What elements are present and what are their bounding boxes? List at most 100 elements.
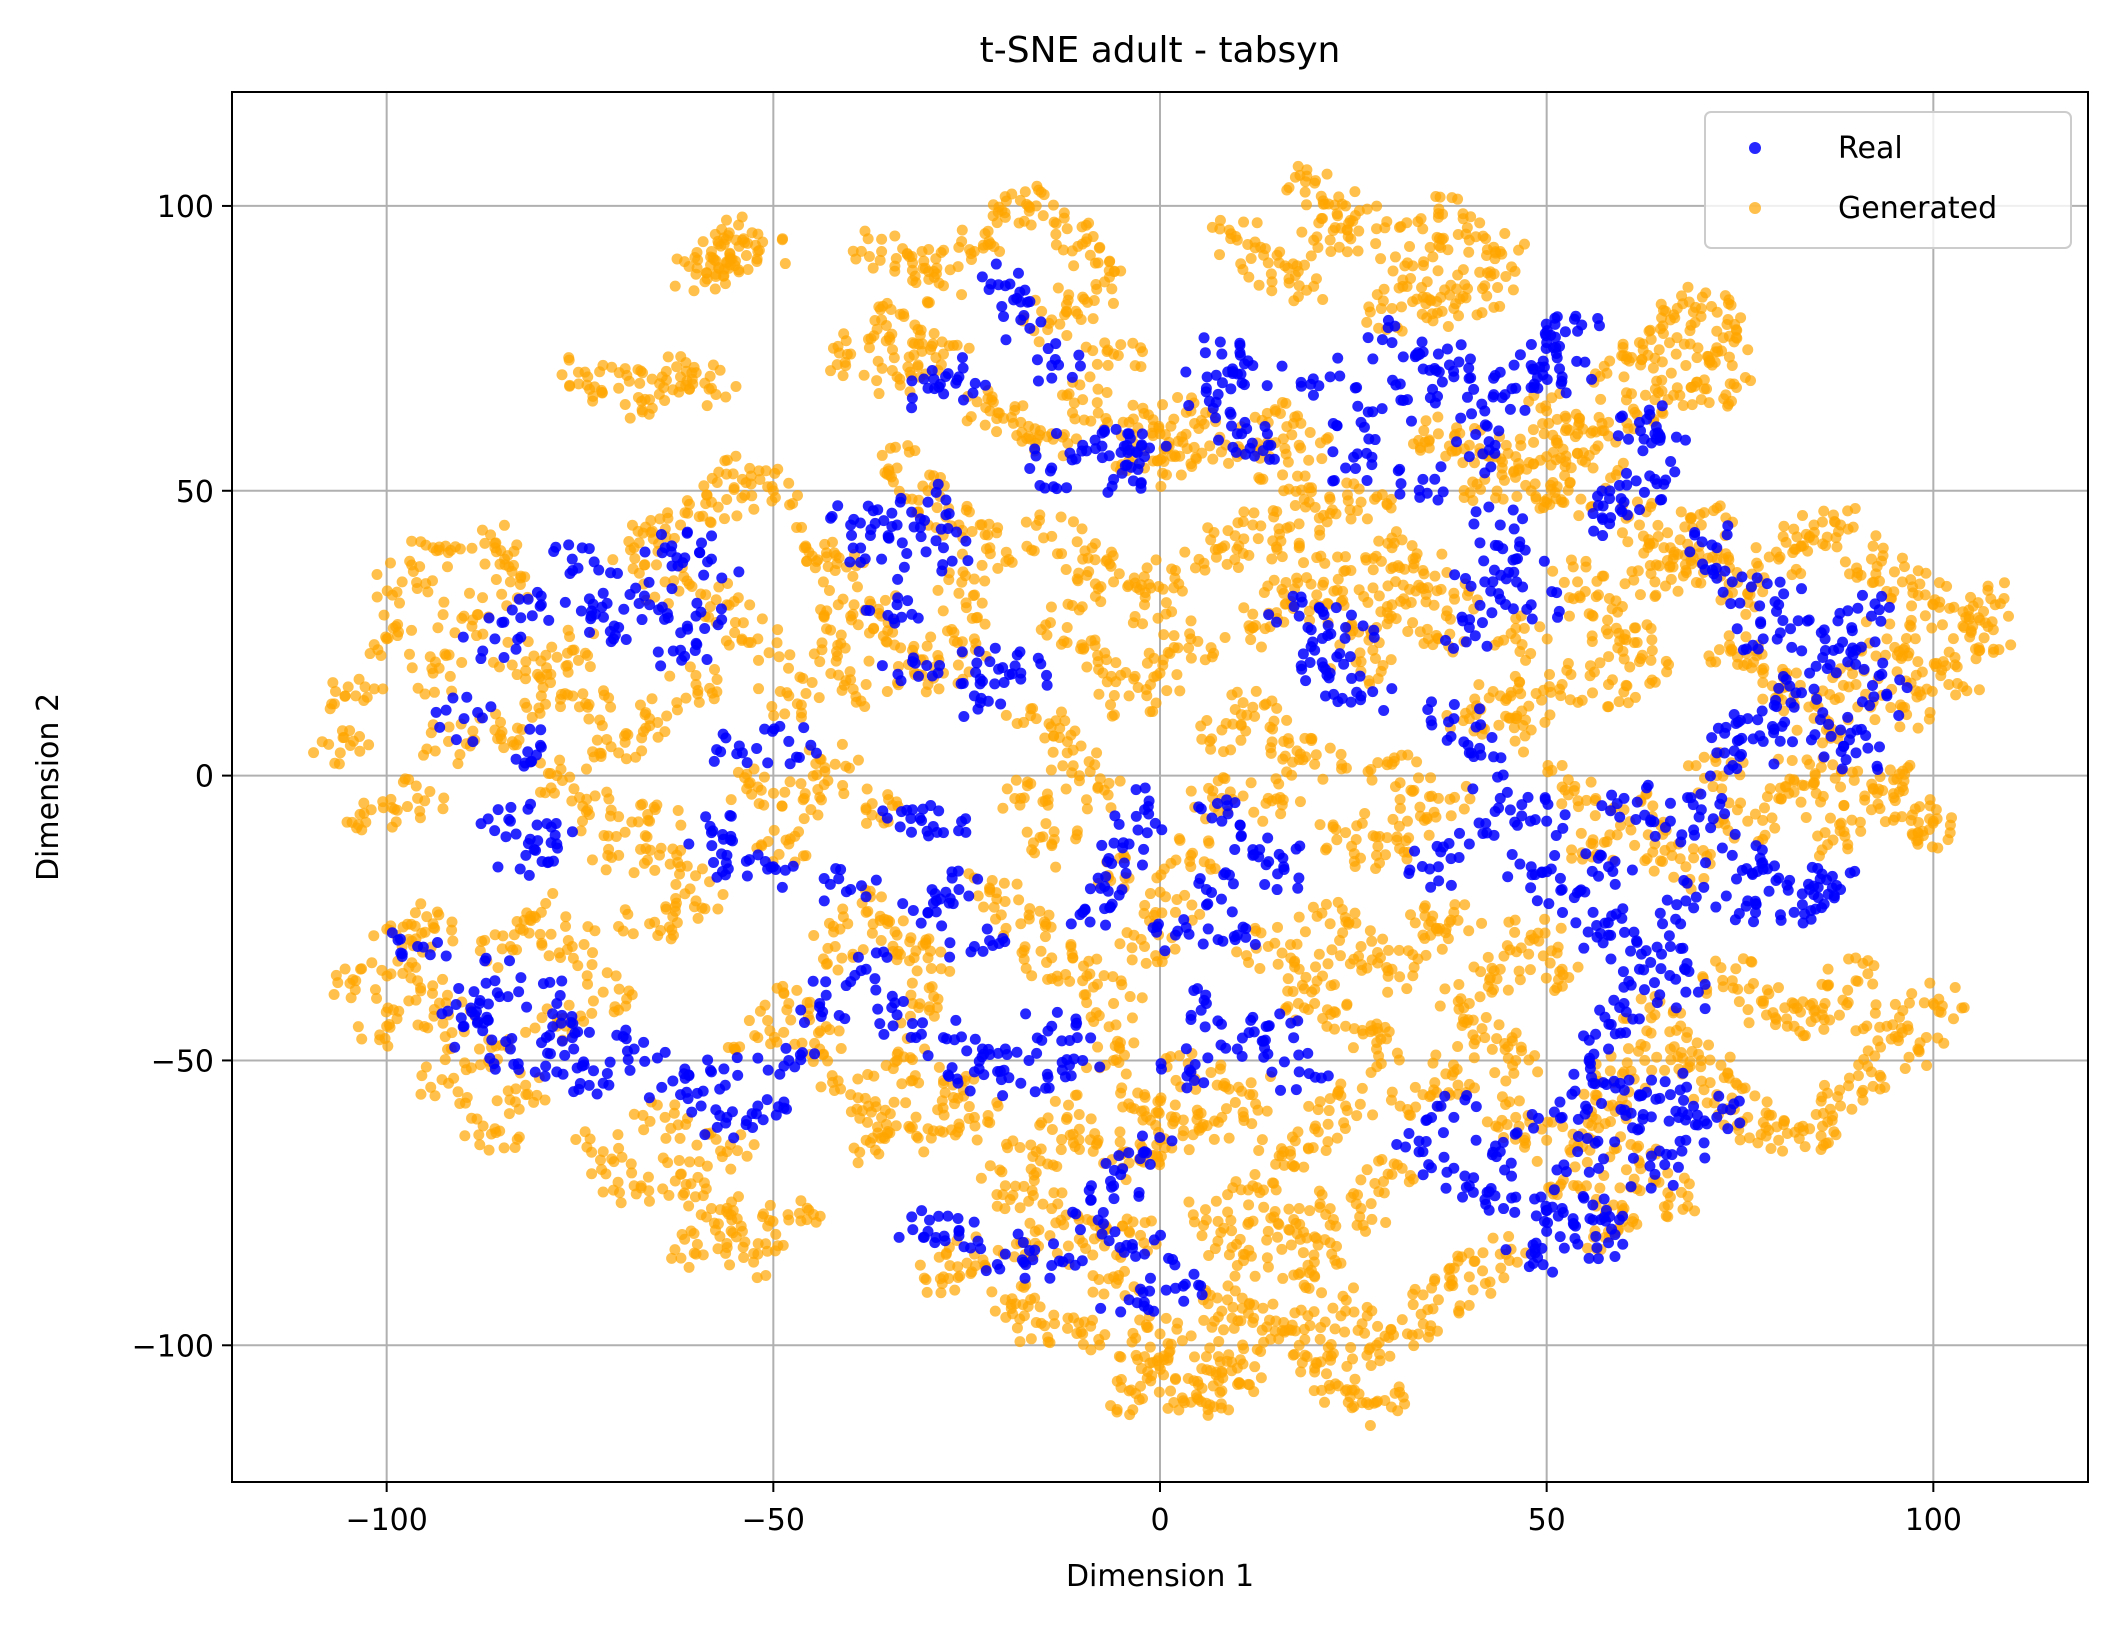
generated-point-cluster [1458, 1013, 1469, 1024]
generated-point-cluster [1531, 493, 1542, 504]
generated-point-cluster [1035, 1301, 1046, 1312]
generated-point-cluster [1222, 559, 1233, 570]
generated-point-cluster [918, 263, 929, 274]
generated-point-cluster [534, 672, 545, 683]
generated-point-cluster [1170, 944, 1181, 955]
generated-point-cluster [510, 1083, 521, 1094]
generated-point-cluster [1397, 1314, 1408, 1325]
generated-point-cluster [715, 1146, 726, 1157]
generated-point-cluster [1877, 785, 1888, 796]
generated-point-cluster [730, 617, 741, 628]
generated-point-cluster [437, 974, 448, 985]
generated-point-cluster [1271, 703, 1282, 714]
generated-point-cluster [664, 671, 675, 682]
generated-point-cluster [1408, 1340, 1419, 1351]
generated-point-cluster [698, 1190, 709, 1201]
generated-point-cluster [1463, 247, 1474, 258]
generated-point-cluster [1695, 1061, 1706, 1072]
generated-point-cluster [1818, 791, 1829, 802]
generated-point-cluster [671, 850, 682, 861]
generated-point-cluster [1894, 646, 1905, 657]
generated-point [1325, 235, 1336, 246]
generated-point-cluster [1054, 319, 1065, 330]
generated-point-cluster [1113, 350, 1124, 361]
generated-point-cluster [1480, 233, 1491, 244]
generated-point-cluster [1194, 554, 1205, 565]
generated-point-cluster [1305, 427, 1316, 438]
generated-point-cluster [1700, 287, 1711, 298]
generated-point-cluster [637, 799, 648, 810]
generated-point-cluster [1205, 864, 1216, 875]
generated-point-cluster [405, 972, 416, 983]
generated-point-cluster [1362, 1310, 1373, 1321]
generated-point-cluster [721, 494, 732, 505]
generated-point-cluster [1418, 1289, 1429, 1300]
generated-point-cluster [1481, 1012, 1492, 1023]
generated-point-cluster [1058, 636, 1069, 647]
generated-point-cluster [2003, 611, 2014, 622]
generated-point-cluster [1021, 963, 1032, 974]
generated-point-cluster [1824, 689, 1835, 700]
generated-point-cluster [581, 764, 592, 775]
generated-point-cluster [1321, 1368, 1332, 1379]
generated-point-cluster [596, 385, 607, 396]
generated-point-cluster [1230, 231, 1241, 242]
generated-point-cluster [999, 1203, 1010, 1214]
generated-point-cluster [692, 1172, 703, 1183]
generated-point-cluster [977, 598, 988, 609]
generated-point-cluster [945, 264, 956, 275]
generated-point-cluster [887, 627, 898, 638]
generated-point-cluster [749, 1030, 760, 1041]
generated-point-cluster [1834, 1010, 1845, 1021]
generated-point-cluster [1737, 1083, 1748, 1094]
generated-point-cluster [1262, 1252, 1273, 1263]
generated-point-cluster [1244, 1379, 1255, 1390]
generated-point-cluster [1900, 1063, 1911, 1074]
generated-point-cluster [1839, 831, 1850, 842]
generated-point-cluster [1419, 568, 1430, 579]
generated-point-cluster [1464, 1079, 1475, 1090]
generated-point-cluster [800, 850, 811, 861]
generated-point [1773, 1135, 1784, 1146]
generated-point-cluster [1458, 264, 1469, 275]
generated-point-cluster [1474, 217, 1485, 228]
generated-point-cluster [870, 1096, 881, 1107]
generated-point-cluster [888, 1063, 899, 1074]
generated-point-cluster [814, 692, 825, 703]
generated-point [1309, 759, 1320, 770]
generated-point-cluster [764, 1025, 775, 1036]
generated-point-cluster [1834, 692, 1845, 703]
generated-point-cluster [1578, 447, 1589, 458]
generated-point-cluster [1257, 1134, 1268, 1145]
generated-point-cluster [508, 546, 519, 557]
generated-point-cluster [1896, 811, 1907, 822]
generated-point-cluster [520, 673, 531, 684]
generated-point-cluster [1273, 778, 1284, 789]
generated-point-cluster [1176, 469, 1187, 480]
generated-point-cluster [1894, 786, 1905, 797]
generated-point-cluster [1838, 800, 1849, 811]
generated-point-cluster [1867, 979, 1878, 990]
generated-point-cluster [327, 677, 338, 688]
generated-point-cluster [636, 396, 647, 407]
generated-point-cluster [1238, 1255, 1249, 1266]
generated-point-cluster [838, 370, 849, 381]
generated-point-cluster [749, 1139, 760, 1150]
generated-point [505, 576, 516, 587]
generated-point-cluster [353, 819, 364, 830]
generated-point-cluster [720, 391, 731, 402]
generated-point-cluster [992, 217, 1003, 228]
generated-point-cluster [850, 691, 861, 702]
generated-point-cluster [1467, 477, 1478, 488]
generated-point-cluster [1676, 506, 1687, 517]
generated-point-cluster [731, 510, 742, 521]
generated-point-cluster [1814, 850, 1825, 861]
generated-point-cluster [982, 393, 993, 404]
generated-point-cluster [699, 903, 710, 914]
generated-point-cluster [1904, 1052, 1915, 1063]
generated-point-cluster [543, 768, 554, 779]
generated-point-cluster [722, 455, 733, 466]
generated-point-cluster [712, 477, 723, 488]
generated-point-cluster [644, 1196, 655, 1207]
generated-point-cluster [1424, 443, 1435, 454]
